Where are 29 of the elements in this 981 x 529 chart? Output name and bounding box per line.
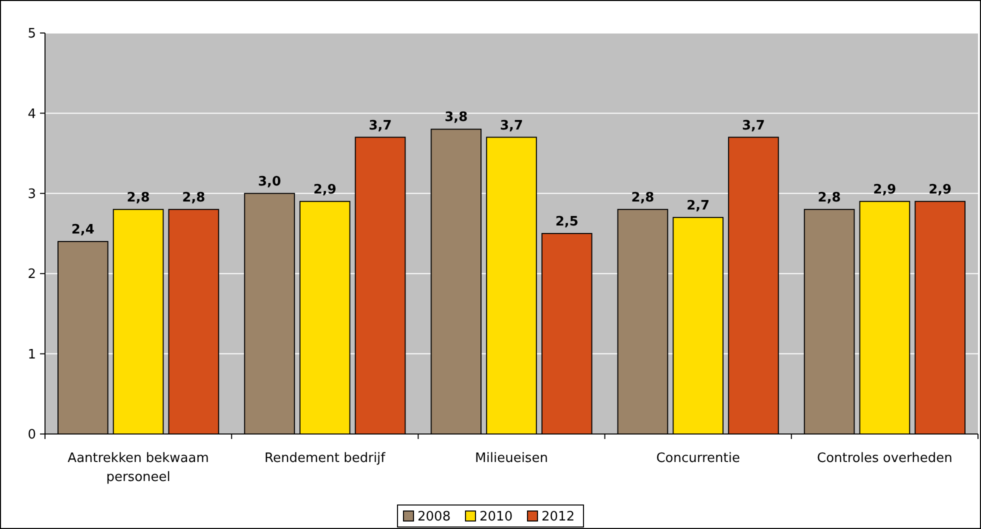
data-label: 3,8	[444, 110, 468, 126]
x-tick-label: Aantrekken bekwaam personeel	[68, 451, 209, 485]
data-label: 2,9	[873, 182, 896, 198]
data-label: 3,0	[258, 174, 282, 190]
legend-label: 2008	[418, 510, 451, 525]
data-label: 2,8	[818, 190, 841, 206]
data-label: 2,4	[71, 222, 94, 238]
y-tick-label: 0	[28, 428, 36, 443]
y-tick-label: 4	[28, 106, 36, 122]
data-label: 3,7	[500, 118, 524, 134]
x-tick-label: Concurrentie	[656, 451, 740, 466]
data-label: 2,9	[928, 182, 952, 198]
data-label: 3,7	[742, 118, 765, 134]
x-tick-label: Controles overheden	[817, 451, 952, 466]
y-tick-label: 3	[28, 186, 36, 202]
y-tick-label: 5	[28, 26, 36, 42]
y-tick-label: 2	[28, 267, 36, 282]
legend-label: 2010	[480, 510, 513, 525]
data-label: 2,8	[126, 190, 150, 206]
y-tick-label: 1	[28, 347, 36, 362]
data-label: 3,7	[368, 118, 392, 134]
data-label: 2,9	[313, 182, 336, 198]
legend-label: 2012	[542, 510, 575, 525]
data-label: 2,5	[555, 214, 578, 230]
x-tick-label: Milieueisen	[475, 451, 548, 466]
data-label: 2,8	[182, 190, 206, 206]
data-label: 2,8	[631, 190, 654, 206]
data-label: 2,7	[686, 198, 710, 214]
x-tick-label: Rendement bedrijf	[264, 451, 386, 466]
